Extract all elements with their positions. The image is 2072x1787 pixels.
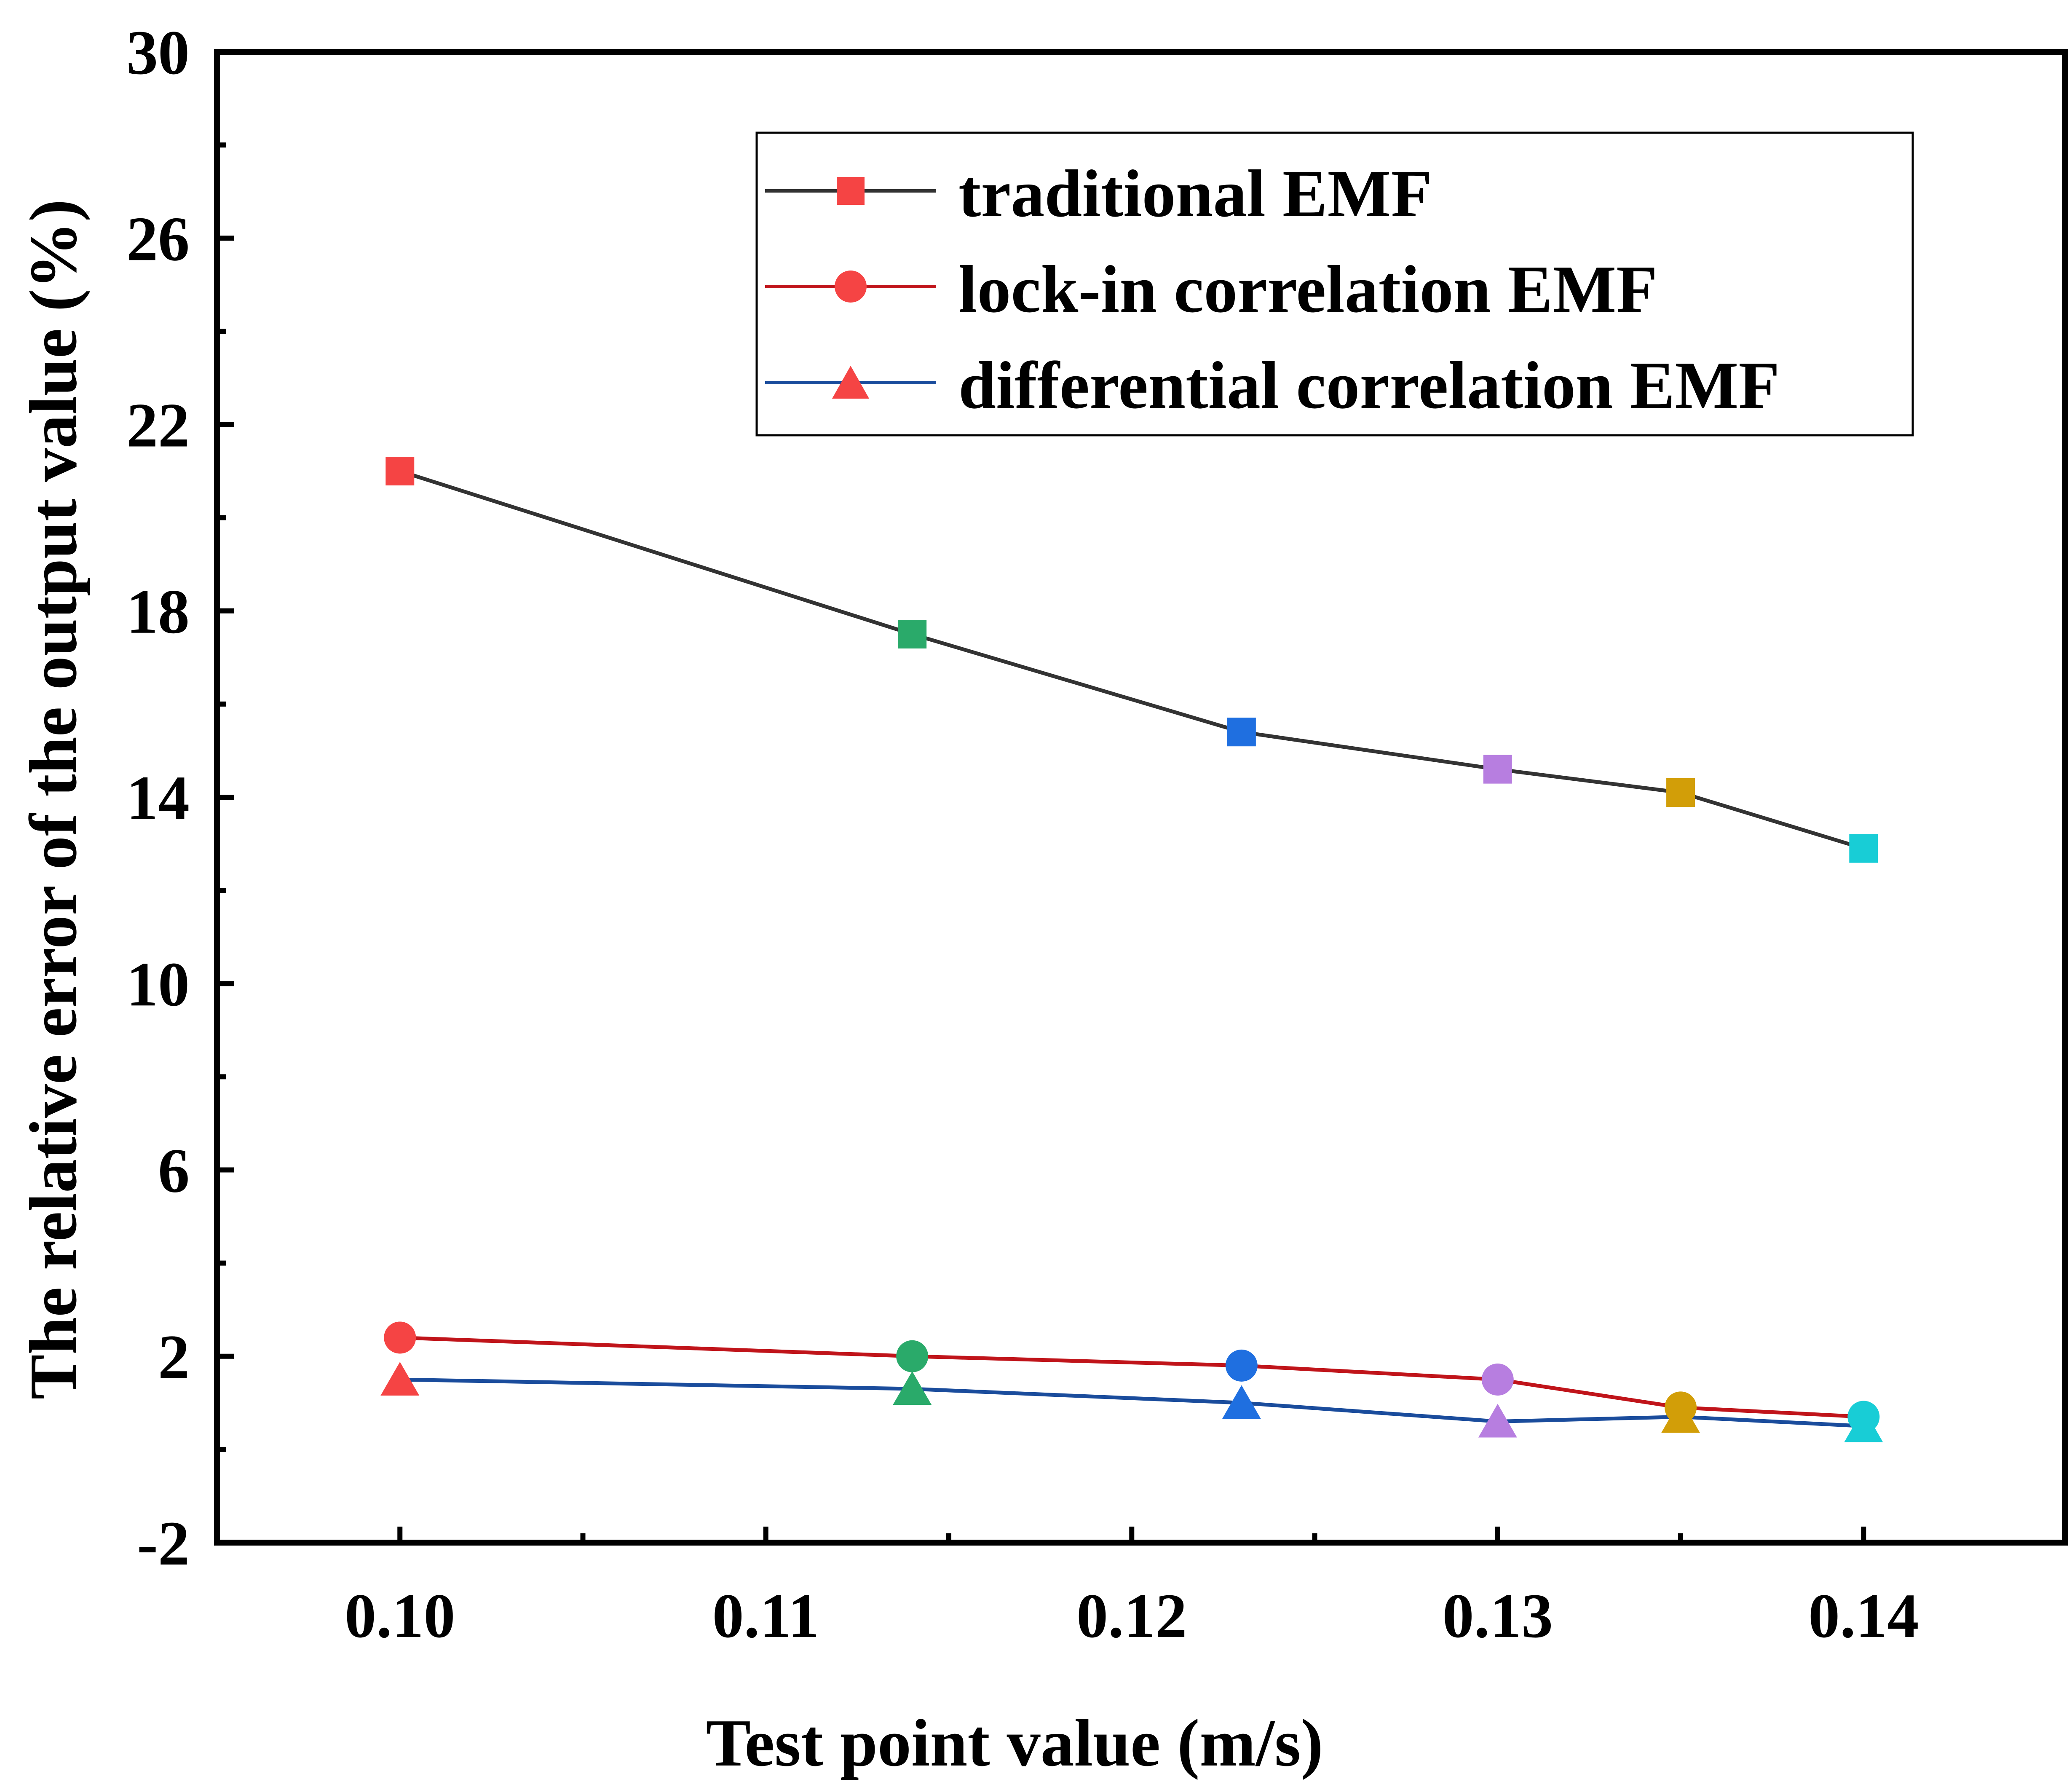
legend-entry-lock-in: lock-in correlation EMF [765, 252, 1657, 327]
x-tick-label: 0.14 [1808, 1581, 1919, 1651]
y-tick-label: 30 [126, 18, 190, 88]
legend-entry-traditional: traditional EMF [765, 156, 1432, 231]
x-tick-label: 0.10 [345, 1581, 455, 1651]
triangle-marker [380, 1362, 420, 1396]
circle-marker [1481, 1364, 1514, 1396]
triangle-marker [1222, 1385, 1261, 1419]
square-marker [385, 457, 415, 486]
triangle-marker [1844, 1408, 1883, 1442]
legend-circle-marker [835, 271, 867, 303]
square-marker [898, 620, 927, 649]
circle-marker [896, 1340, 929, 1372]
x-tick-label: 0.11 [712, 1581, 819, 1651]
x-axis-tick-labels: 0.10 0.11 0.12 0.13 0.14 [345, 1581, 1919, 1651]
legend-label-traditional: traditional EMF [958, 156, 1432, 231]
series-markers [380, 457, 1883, 1442]
x-tick-label: 0.13 [1443, 1581, 1553, 1651]
y-axis-title: The relative error of the output value (… [16, 199, 91, 1399]
series-line-circle [400, 1336, 1864, 1419]
x-axis-ticks [397, 1527, 1866, 1543]
y-axis-ticks [217, 49, 234, 1545]
series-line-triangle [400, 1377, 1864, 1428]
y-tick-label: 26 [126, 204, 190, 274]
legend-square-marker [837, 177, 865, 205]
x-tick-label: 0.12 [1076, 1581, 1187, 1651]
y-tick-label: 18 [126, 577, 190, 647]
y-tick-label: 2 [158, 1322, 190, 1392]
circle-marker [384, 1321, 416, 1354]
x-axis-title: Test point value (m/s) [706, 1705, 1323, 1780]
triangle-marker [1661, 1399, 1700, 1433]
legend-triangle-marker [832, 366, 869, 399]
series-lines [399, 469, 1864, 1428]
square-marker [1227, 718, 1256, 747]
y-tick-label: 14 [126, 763, 190, 833]
square-marker [1849, 834, 1878, 863]
series-line-square [399, 469, 1864, 850]
legend-box [755, 131, 1914, 437]
legend: traditional EMF lock-in correlation EMF … [755, 131, 1914, 437]
square-marker [1666, 778, 1695, 807]
y-tick-label: 22 [126, 391, 190, 461]
circle-marker [1225, 1349, 1258, 1382]
legend-label-lock-in: lock-in correlation EMF [958, 252, 1657, 327]
y-tick-label: -2 [137, 1508, 190, 1578]
legend-entry-differential: differential correlation EMF [765, 348, 1780, 423]
triangle-marker [893, 1371, 932, 1405]
legend-label-differential: differential correlation EMF [958, 348, 1780, 423]
triangle-marker [1478, 1404, 1517, 1438]
y-tick-label: 6 [158, 1136, 190, 1206]
y-tick-label: 10 [126, 949, 190, 1019]
square-marker [1483, 755, 1512, 784]
